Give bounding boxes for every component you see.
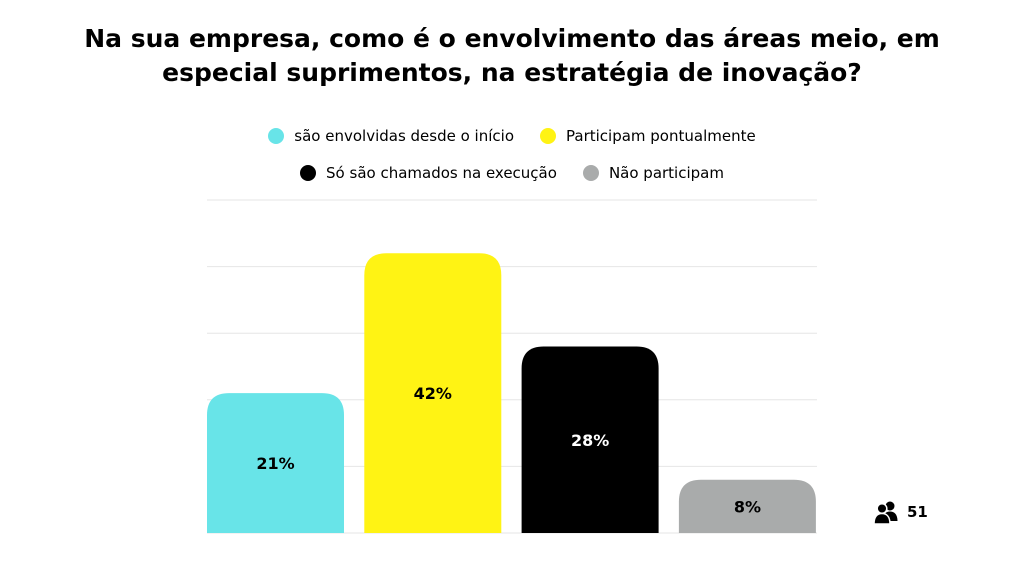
- legend-item-desde-inicio: são envolvidas desde o início: [268, 127, 514, 145]
- bars: [207, 253, 816, 533]
- bar-value-label: 42%: [414, 384, 452, 403]
- legend-swatch-cyan: [268, 128, 285, 144]
- chart-title: Na sua empresa, como é o envolvimento da…: [0, 22, 1024, 90]
- bar-value-label: 8%: [734, 497, 761, 516]
- legend-item-pontualmente: Participam pontualmente: [540, 127, 756, 145]
- legend-label: Não participam: [608, 164, 724, 182]
- legend-label: Só são chamados na execução: [326, 164, 557, 182]
- bar-4: [678, 479, 816, 533]
- legend-swatch-gray: [582, 165, 599, 181]
- chart-title-line-1: Na sua empresa, como é o envolvimento da…: [84, 24, 940, 53]
- legend-row-2: Só são chamados na execução Não particip…: [0, 164, 1024, 182]
- participants-count: 51: [873, 500, 928, 524]
- legend-label: são envolvidas desde o início: [294, 127, 514, 145]
- legend-swatch-black: [300, 165, 317, 181]
- legend-row-1: são envolvidas desde o início Participam…: [0, 127, 1024, 145]
- bar-value-label: 28%: [571, 431, 609, 450]
- legend-item-execucao: Só são chamados na execução: [300, 164, 557, 182]
- chart-title-line-2: especial suprimentos, na estratégia de i…: [162, 58, 862, 87]
- bar-1: [207, 393, 344, 533]
- participants-number: 51: [907, 503, 928, 521]
- legend-label: Participam pontualmente: [566, 127, 756, 145]
- bar-3: [521, 346, 659, 533]
- users-icon: [873, 501, 898, 524]
- bar-value-label: 21%: [256, 454, 294, 473]
- value-labels: 21% 42% 28% 8%: [256, 384, 761, 516]
- bar-2: [364, 253, 502, 533]
- legend-item-nao-participam: Não participam: [582, 164, 724, 182]
- legend-swatch-yellow: [540, 128, 556, 144]
